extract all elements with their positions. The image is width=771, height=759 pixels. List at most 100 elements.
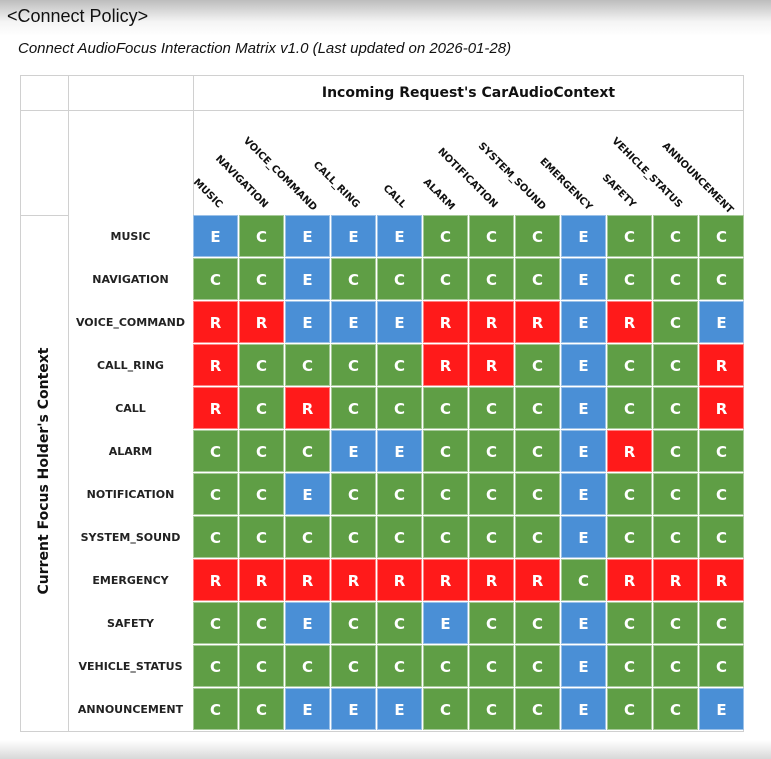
matrix-cell: E [561, 602, 606, 644]
matrix-cell: C [285, 344, 330, 386]
row-header: VOICE_COMMAND [75, 316, 186, 329]
matrix-cell: C [515, 215, 560, 257]
matrix-cell: C [653, 258, 698, 300]
matrix-cell: C [331, 645, 376, 687]
matrix-cell: C [193, 602, 238, 644]
matrix-cell: E [331, 215, 376, 257]
matrix-cell: E [285, 688, 330, 730]
matrix-cell: C [285, 645, 330, 687]
matrix-cell: R [469, 344, 514, 386]
matrix-cell: E [285, 602, 330, 644]
matrix-cell: E [561, 258, 606, 300]
matrix-cell: C [377, 645, 422, 687]
matrix-cell: C [377, 602, 422, 644]
divider [193, 75, 194, 215]
matrix-cell: E [561, 516, 606, 558]
matrix-cell: E [699, 301, 744, 343]
matrix-cell: E [377, 215, 422, 257]
matrix-cell: C [423, 258, 468, 300]
matrix-cell: C [607, 688, 652, 730]
matrix-cell: R [515, 559, 560, 601]
matrix-cell: C [239, 688, 284, 730]
row-header: EMERGENCY [92, 574, 169, 587]
matrix-cell: C [607, 602, 652, 644]
column-group-label: Incoming Request's CarAudioContext [321, 85, 616, 101]
matrix-cell: C [515, 516, 560, 558]
matrix-cell: C [331, 387, 376, 429]
matrix-cell: C [699, 430, 744, 472]
matrix-cell: C [193, 516, 238, 558]
matrix-cell: C [515, 473, 560, 515]
matrix-cell: C [653, 516, 698, 558]
matrix-cell: R [285, 559, 330, 601]
matrix-cell: C [423, 516, 468, 558]
matrix-cell: E [561, 430, 606, 472]
matrix-cell: C [377, 344, 422, 386]
matrix-cell: C [653, 473, 698, 515]
matrix-cell: C [285, 516, 330, 558]
matrix-cell: C [469, 516, 514, 558]
matrix-cell: C [699, 645, 744, 687]
matrix-cell: C [653, 387, 698, 429]
matrix-cell: C [423, 387, 468, 429]
matrix-cell: R [607, 301, 652, 343]
matrix-cell: C [515, 688, 560, 730]
matrix-cell: C [239, 215, 284, 257]
matrix-cell: C [469, 258, 514, 300]
matrix-cell: C [653, 215, 698, 257]
matrix-cell: E [423, 602, 468, 644]
matrix-cell: R [193, 559, 238, 601]
matrix-cell: R [285, 387, 330, 429]
matrix-cell: C [515, 387, 560, 429]
matrix-cell: C [423, 430, 468, 472]
matrix-cell: E [377, 688, 422, 730]
matrix-cell: C [193, 473, 238, 515]
matrix-cell: C [607, 215, 652, 257]
matrix-cell: E [561, 344, 606, 386]
matrix-cell: C [699, 516, 744, 558]
matrix-cell: C [239, 602, 284, 644]
matrix-cell: R [193, 344, 238, 386]
matrix-cell: E [285, 301, 330, 343]
matrix-cell: C [239, 473, 284, 515]
matrix-cell: C [331, 602, 376, 644]
matrix-cell: C [331, 473, 376, 515]
matrix-cell: C [239, 344, 284, 386]
matrix-cell: C [469, 602, 514, 644]
matrix-cell: C [469, 387, 514, 429]
matrix-cell: C [239, 387, 284, 429]
matrix-cell: C [377, 516, 422, 558]
row-header: CALL_RING [97, 359, 164, 372]
matrix-cell: C [193, 258, 238, 300]
matrix-cell: C [561, 559, 606, 601]
matrix-cell: C [193, 430, 238, 472]
matrix-cell: C [239, 516, 284, 558]
matrix-cell: E [561, 387, 606, 429]
matrix-cell: C [377, 387, 422, 429]
row-header: CALL [115, 402, 146, 415]
row-group-label: Current Focus Holder's Context [36, 347, 52, 595]
matrix-cell: C [653, 645, 698, 687]
matrix-cell: C [653, 602, 698, 644]
matrix-cell: R [377, 559, 422, 601]
matrix-cell: C [653, 344, 698, 386]
matrix-cell: C [515, 430, 560, 472]
matrix-cell: E [561, 473, 606, 515]
matrix-cell: E [331, 301, 376, 343]
matrix-cell: C [331, 344, 376, 386]
matrix-cell: C [285, 430, 330, 472]
matrix-cell: C [607, 258, 652, 300]
matrix-cell: R [239, 301, 284, 343]
matrix-cell: C [699, 258, 744, 300]
matrix-cell: C [515, 258, 560, 300]
matrix-cell: R [469, 301, 514, 343]
page-title: <Connect Policy> [7, 6, 149, 26]
row-header: SYSTEM_SOUND [80, 531, 181, 544]
matrix-cell: C [469, 215, 514, 257]
row-header: ANNOUNCEMENT [77, 703, 184, 716]
row-header: SAFETY [107, 617, 154, 630]
divider [20, 110, 744, 111]
matrix-cell: E [285, 473, 330, 515]
matrix-cell: C [331, 516, 376, 558]
matrix-cell: C [607, 645, 652, 687]
